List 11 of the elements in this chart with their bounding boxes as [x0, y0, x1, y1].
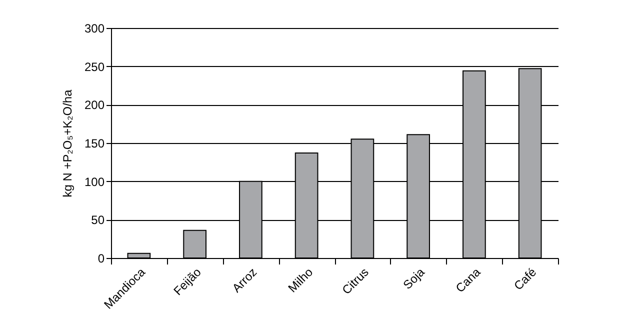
x-tick-label: Soja [400, 264, 428, 292]
bar [183, 230, 206, 258]
y-tick-label: 250 [84, 60, 105, 74]
y-tick-label: 200 [84, 98, 105, 112]
y-tick-label: 50 [91, 213, 105, 228]
bar [127, 252, 151, 258]
y-tick-label: 0 [98, 252, 105, 266]
y-axis-title: kg N +P₂O₅+K₂O/ha [60, 89, 74, 198]
y-tick-label: 150 [84, 136, 105, 150]
y-tick-label: 100 [84, 174, 105, 189]
y-tick-label: 300 [84, 22, 105, 36]
